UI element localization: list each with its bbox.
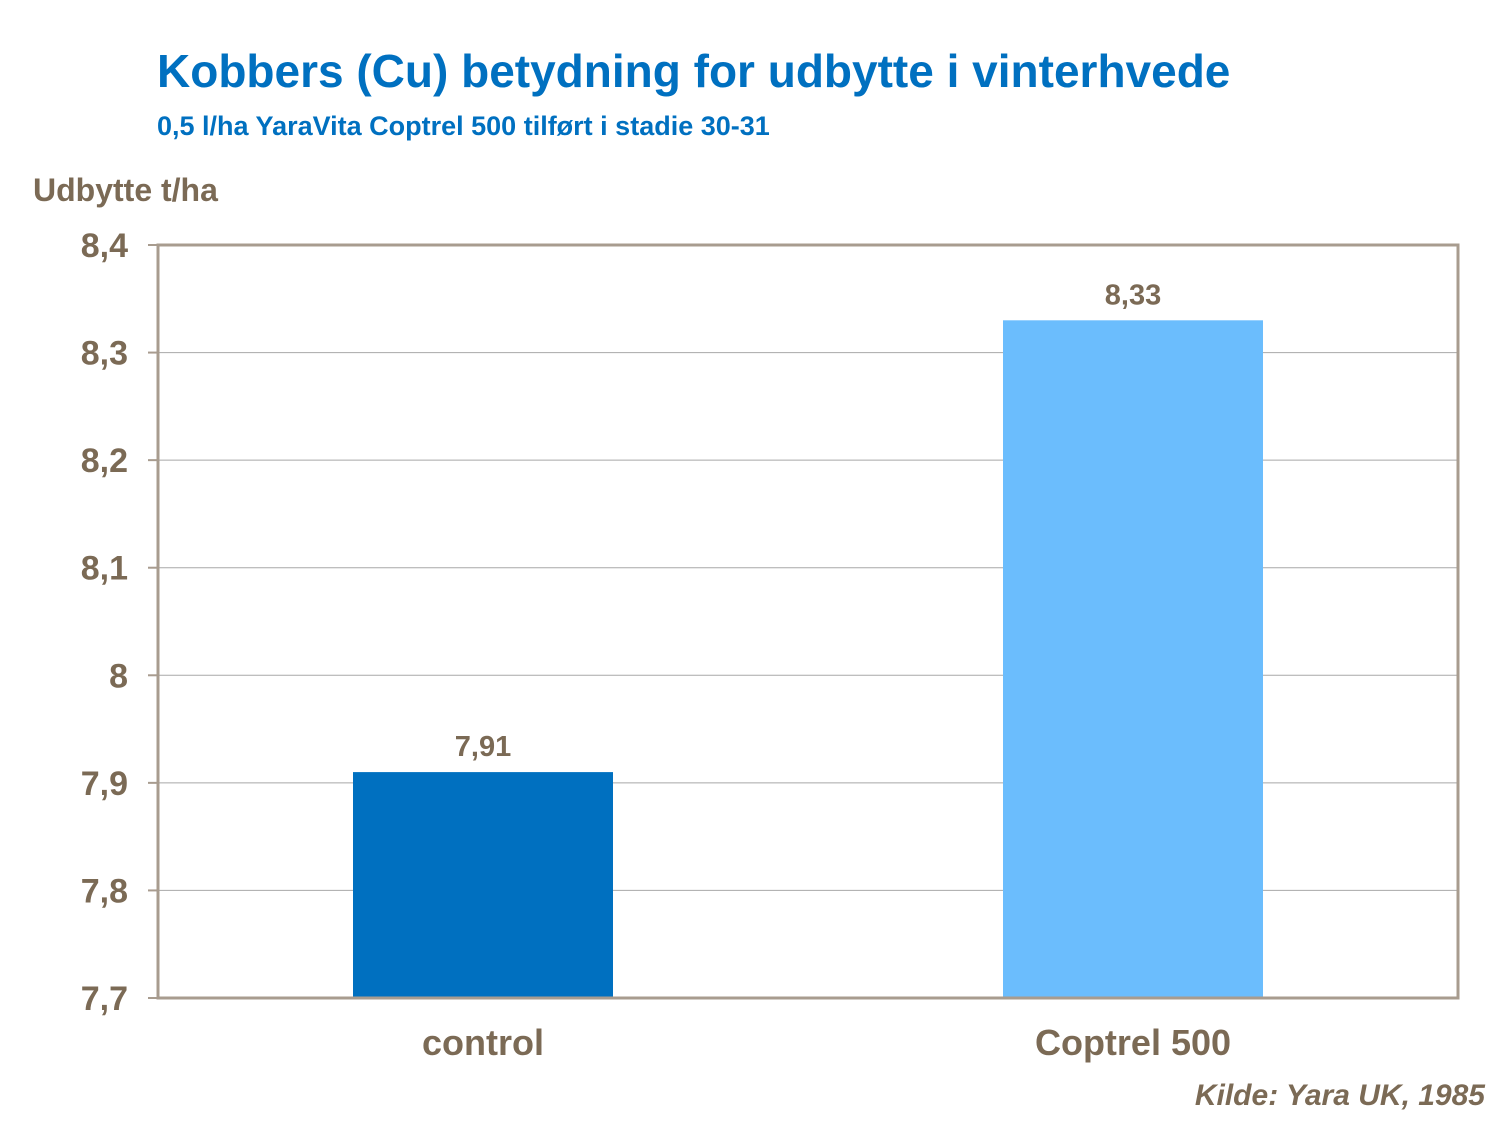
plot-area-frame xyxy=(156,243,1460,1000)
y-tick-label: 8,2 xyxy=(81,442,128,480)
data-label: 8,33 xyxy=(1105,279,1161,311)
y-tick-label: 7,8 xyxy=(81,872,128,910)
data-labels: 7,91 8,33 xyxy=(455,279,1161,763)
x-category-label: Coptrel 500 xyxy=(1035,1022,1231,1063)
y-tick-label: 7,9 xyxy=(81,765,128,803)
x-category-label: control xyxy=(422,1022,544,1063)
bar-control xyxy=(353,772,613,998)
chart-subtitle: 0,5 l/ha YaraVita Coptrel 500 tilført i … xyxy=(157,111,770,141)
x-axis-labels: control Coptrel 500 xyxy=(422,1022,1231,1063)
y-tick-label: 8 xyxy=(109,657,128,695)
bars xyxy=(353,320,1263,998)
y-tick-label: 8,4 xyxy=(81,227,128,265)
bar-coptrel-500 xyxy=(1003,320,1263,998)
source-note: Kilde: Yara UK, 1985 xyxy=(1194,1079,1485,1112)
y-tick-label: 8,1 xyxy=(81,550,128,588)
y-tick-label: 7,7 xyxy=(81,980,128,1018)
y-axis-label: Udbytte t/ha xyxy=(33,172,218,208)
y-tick-label: 8,3 xyxy=(81,335,128,373)
chart-title: Kobbers (Cu) betydning for udbytte i vin… xyxy=(157,45,1231,97)
data-label: 7,91 xyxy=(455,731,511,763)
y-axis-ticks: 7,7 7,8 7,9 8 8,1 8,2 8,3 8,4 xyxy=(81,227,158,1018)
